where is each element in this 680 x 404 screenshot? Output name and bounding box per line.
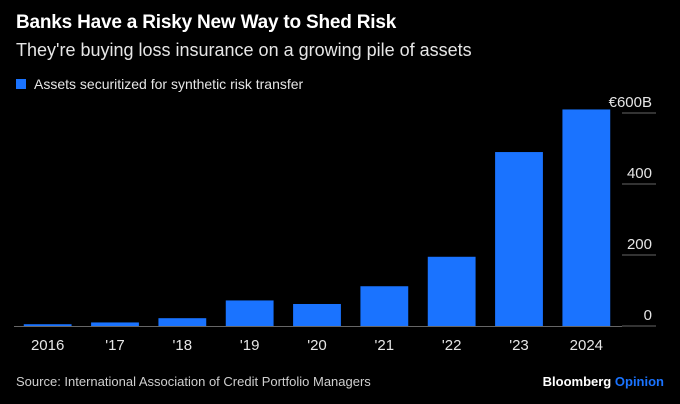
bar xyxy=(293,303,341,326)
x-tick-label: '19 xyxy=(240,337,260,354)
brand-opinion: Opinion xyxy=(614,374,664,389)
y-tick-label: 400 xyxy=(627,165,652,182)
brand-name: Bloomberg xyxy=(542,374,612,389)
y-tick-label: 0 xyxy=(644,307,652,324)
legend-swatch xyxy=(16,79,26,89)
legend: Assets securitized for synthetic risk tr… xyxy=(16,76,303,92)
x-tick-label: 2024 xyxy=(570,337,603,354)
bar xyxy=(360,286,409,326)
bar xyxy=(427,256,476,326)
bar xyxy=(562,109,611,326)
y-tick-label: 200 xyxy=(627,236,652,253)
x-tick-label: '23 xyxy=(509,337,529,354)
chart-subtitle: They're buying loss insurance on a growi… xyxy=(16,40,472,60)
bar xyxy=(495,152,543,326)
bar xyxy=(225,300,274,326)
y-tick-label: €600B xyxy=(609,94,652,111)
x-tick-label: '22 xyxy=(442,337,462,354)
legend-label: Assets securitized for synthetic risk tr… xyxy=(34,76,304,92)
chart-title: Banks Have a Risky New Way to Shed Risk xyxy=(16,12,397,33)
x-tick-label: '18 xyxy=(173,337,193,354)
x-tick-label: 2016 xyxy=(31,337,64,354)
brand-logo: Bloomberg Opinion xyxy=(543,374,664,389)
x-tick-label: '21 xyxy=(375,337,395,354)
source-note: Source: International Association of Cre… xyxy=(16,374,371,389)
x-tick-label: '20 xyxy=(307,337,327,354)
x-tick-label: '17 xyxy=(105,337,125,354)
bar xyxy=(23,324,72,326)
bar xyxy=(158,318,207,326)
bar xyxy=(91,322,139,326)
